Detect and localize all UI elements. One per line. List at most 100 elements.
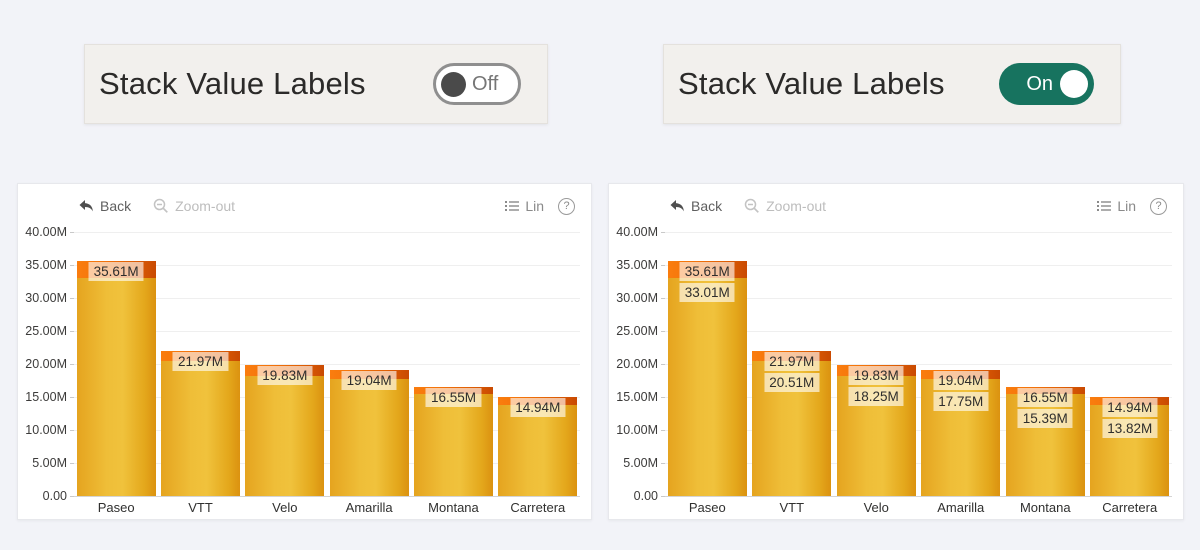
x-axis-label: Montana [1019,500,1071,515]
y-axis-label: 25.00M [25,324,67,338]
total-value-label: 14.94M [1102,398,1158,418]
bar-montana[interactable]: 16.55M 15.39M [1005,386,1085,496]
zoom-out-button[interactable]: Zoom-out [153,198,235,214]
y-axis-tick [661,397,665,398]
list-icon [1097,201,1112,211]
bar-carretera[interactable]: 14.94M [498,397,578,496]
back-label: Back [100,198,132,214]
segment-value-label: 17.75M [933,392,989,412]
bar-slot: 19.83M 18.25M [834,232,919,496]
gridline [74,265,580,266]
bar-segment-bottom[interactable] [329,378,409,496]
scale-selector[interactable]: Lin [1096,198,1136,214]
x-axis-label: VTT [779,500,805,515]
help-icon[interactable]: ? [1150,197,1167,215]
chart-card-labels-off: Back Zoom-out Lin ? 40.00M 35.00M 30.00M 25… [17,183,592,520]
gridline [665,430,1172,431]
toggle-knob [441,71,466,97]
total-value-label: 35.61M [679,261,735,281]
bars-container: 35.61M 21.97M 19.83M 19.04M 16.55M 14.94M [74,232,580,496]
x-axis-label: VTT [188,500,213,515]
back-arrow-icon [79,200,93,212]
help-icon[interactable]: ? [558,197,575,215]
total-value-label: 16.55M [1017,387,1073,407]
y-axis-label: 10.00M [25,423,67,437]
chart-toolbar: Back Zoom-out Lin ? [18,192,591,220]
bar-amarilla[interactable]: 19.04M [329,370,409,496]
chart-toolbar: Back Zoom-out Lin ? [609,192,1183,220]
y-axis-label: 35.00M [25,258,67,272]
bar-slot: 19.04M 17.75M [919,232,1004,496]
y-axis-tick [70,397,74,398]
stack-value-labels-toggle-on[interactable]: On [999,63,1094,105]
x-axis-label: Paseo [97,500,135,515]
plot-area: 40.00M 35.00M 30.00M 25.00M 20.00M 15.00M 10.0… [25,225,580,503]
y-axis-label: 15.00M [25,390,67,404]
total-value-label: 35.61M [88,261,144,281]
bar-segment-bottom[interactable] [160,360,241,496]
bar-vtt[interactable]: 21.97M 20.51M [752,351,832,496]
bar-slot: 35.61M 33.01M [665,232,750,496]
bar-carretera[interactable]: 14.94M 13.82M [1090,397,1170,496]
toggle-title: Stack Value Labels [99,66,366,101]
back-button[interactable]: Back [78,198,131,214]
gridline [74,430,580,431]
y-axis-tick [70,430,74,431]
chart-card-labels-on: Back Zoom-out Lin ? 40.00M 35.00M 30.00M 25… [608,183,1184,520]
stack-value-labels-panel-off: Stack Value Labels Off [84,44,548,124]
zoom-out-label: Zoom-out [766,198,827,214]
bar-amarilla[interactable]: 19.04M 17.75M [921,370,1001,496]
bar-segment-bottom[interactable] [498,404,578,496]
y-axis-tick [70,232,74,233]
gridline [665,265,1172,266]
total-value-label: 19.83M [848,366,904,386]
gridline [665,397,1172,398]
bar-segment-bottom[interactable] [667,278,747,496]
total-value-label: 21.97M [172,352,228,371]
stack-value-labels-toggle-off[interactable]: Off [433,63,521,105]
y-axis-tick [661,265,665,266]
bar-velo[interactable]: 19.83M 18.25M [836,365,916,496]
bar-segment-bottom[interactable] [245,375,325,496]
y-axis-tick [661,463,665,464]
toggle-state-label: Off [472,72,499,95]
gridline [74,298,580,299]
back-button[interactable]: Back [669,198,722,214]
scale-selector[interactable]: Lin [504,198,544,214]
bar-montana[interactable]: 16.55M [413,386,494,496]
back-label: Back [691,198,723,214]
x-axis-label: Carretera [510,500,566,515]
y-axis-label: 30.00M [616,291,658,305]
y-axis-label: 40.00M [25,225,67,239]
x-axis-label: Montana [428,500,479,515]
y-axis-tick [661,232,665,233]
y-axis-label: 10.00M [616,423,658,437]
zoom-out-button[interactable]: Zoom-out [744,198,826,214]
y-axis-tick [661,430,665,431]
y-axis-tick [70,364,74,365]
bar-vtt[interactable]: 21.97M [160,351,241,496]
y-axis-tick [70,463,74,464]
y-axis-tick [661,496,665,497]
zoom-out-icon [744,198,760,213]
toggle-state-label: On [1026,72,1053,95]
bar-segment-bottom[interactable] [413,394,494,496]
gridline [665,298,1172,299]
bar-slot: 16.55M 15.39M [1003,232,1088,496]
bar-velo[interactable]: 19.83M [245,365,325,496]
y-axis-label: 30.00M [25,291,67,305]
segment-value-label: 18.25M [848,387,904,407]
y-axis-tick [661,364,665,365]
y-axis-tick [70,298,74,299]
x-axis: Paseo VTT Velo Amarilla Montana Carretera [665,500,1172,518]
y-axis-tick [661,298,665,299]
bar-paseo[interactable]: 35.61M 33.01M [667,260,747,496]
y-axis-label: 20.00M [25,357,67,371]
bar-paseo[interactable]: 35.61M [76,260,156,496]
gridline [74,331,580,332]
bar-segment-bottom[interactable] [76,278,156,496]
total-value-label: 19.04M [341,371,397,391]
bar-slot: 35.61M [74,232,158,496]
y-axis-label: 15.00M [616,390,658,404]
plot-area: 40.00M 35.00M 30.00M 25.00M 20.00M 15.00M 10.0… [616,225,1172,503]
